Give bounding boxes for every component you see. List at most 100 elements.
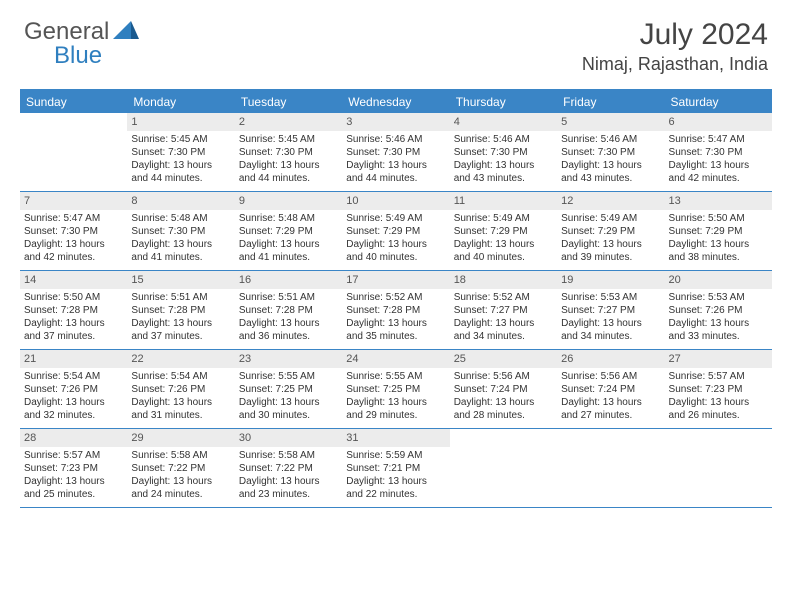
week-row: 28Sunrise: 5:57 AMSunset: 7:23 PMDayligh… xyxy=(20,429,772,508)
daylight-line: Daylight: 13 hours and 29 minutes. xyxy=(346,396,445,422)
day-body: Sunrise: 5:46 AMSunset: 7:30 PMDaylight:… xyxy=(557,131,664,189)
weekday-header: Monday xyxy=(127,91,234,113)
day-number: 8 xyxy=(127,192,234,210)
sunrise-line: Sunrise: 5:51 AM xyxy=(239,291,338,304)
logo-text-blue: Blue xyxy=(54,42,102,69)
sunset-line: Sunset: 7:28 PM xyxy=(346,304,445,317)
day-body: Sunrise: 5:50 AMSunset: 7:29 PMDaylight:… xyxy=(665,210,772,268)
sunset-line: Sunset: 7:28 PM xyxy=(131,304,230,317)
sunset-line: Sunset: 7:30 PM xyxy=(561,146,660,159)
sunrise-line: Sunrise: 5:50 AM xyxy=(669,212,768,225)
sunrise-line: Sunrise: 5:56 AM xyxy=(454,370,553,383)
day-body: Sunrise: 5:45 AMSunset: 7:30 PMDaylight:… xyxy=(127,131,234,189)
sunrise-line: Sunrise: 5:48 AM xyxy=(131,212,230,225)
weekday-header: Tuesday xyxy=(235,91,342,113)
day-body: Sunrise: 5:53 AMSunset: 7:26 PMDaylight:… xyxy=(665,289,772,347)
day-cell: 31Sunrise: 5:59 AMSunset: 7:21 PMDayligh… xyxy=(342,429,449,507)
day-number: 13 xyxy=(665,192,772,210)
week-row: 14Sunrise: 5:50 AMSunset: 7:28 PMDayligh… xyxy=(20,271,772,350)
sunset-line: Sunset: 7:23 PM xyxy=(24,462,123,475)
sunset-line: Sunset: 7:30 PM xyxy=(346,146,445,159)
sunrise-line: Sunrise: 5:53 AM xyxy=(561,291,660,304)
logo: General Blue xyxy=(24,18,141,46)
day-body: Sunrise: 5:54 AMSunset: 7:26 PMDaylight:… xyxy=(127,368,234,426)
day-body: Sunrise: 5:45 AMSunset: 7:30 PMDaylight:… xyxy=(235,131,342,189)
sunset-line: Sunset: 7:25 PM xyxy=(346,383,445,396)
day-cell: 23Sunrise: 5:55 AMSunset: 7:25 PMDayligh… xyxy=(235,350,342,428)
day-cell: 7Sunrise: 5:47 AMSunset: 7:30 PMDaylight… xyxy=(20,192,127,270)
day-number: 16 xyxy=(235,271,342,289)
day-number: 21 xyxy=(20,350,127,368)
daylight-line: Daylight: 13 hours and 26 minutes. xyxy=(669,396,768,422)
day-cell: 27Sunrise: 5:57 AMSunset: 7:23 PMDayligh… xyxy=(665,350,772,428)
daylight-line: Daylight: 13 hours and 28 minutes. xyxy=(454,396,553,422)
daylight-line: Daylight: 13 hours and 24 minutes. xyxy=(131,475,230,501)
day-cell: 18Sunrise: 5:52 AMSunset: 7:27 PMDayligh… xyxy=(450,271,557,349)
sunset-line: Sunset: 7:24 PM xyxy=(561,383,660,396)
weekday-row: SundayMondayTuesdayWednesdayThursdayFrid… xyxy=(20,91,772,113)
sunrise-line: Sunrise: 5:49 AM xyxy=(346,212,445,225)
day-number: 2 xyxy=(235,113,342,131)
day-cell: 10Sunrise: 5:49 AMSunset: 7:29 PMDayligh… xyxy=(342,192,449,270)
day-cell: 4Sunrise: 5:46 AMSunset: 7:30 PMDaylight… xyxy=(450,113,557,191)
sunset-line: Sunset: 7:26 PM xyxy=(131,383,230,396)
day-cell: 21Sunrise: 5:54 AMSunset: 7:26 PMDayligh… xyxy=(20,350,127,428)
sunrise-line: Sunrise: 5:46 AM xyxy=(346,133,445,146)
day-number: 4 xyxy=(450,113,557,131)
day-number: 19 xyxy=(557,271,664,289)
weekday-header: Saturday xyxy=(665,91,772,113)
daylight-line: Daylight: 13 hours and 34 minutes. xyxy=(454,317,553,343)
day-number: 11 xyxy=(450,192,557,210)
day-body: Sunrise: 5:49 AMSunset: 7:29 PMDaylight:… xyxy=(557,210,664,268)
month-title: July 2024 xyxy=(582,18,768,52)
daylight-line: Daylight: 13 hours and 22 minutes. xyxy=(346,475,445,501)
sunset-line: Sunset: 7:27 PM xyxy=(561,304,660,317)
day-cell: 8Sunrise: 5:48 AMSunset: 7:30 PMDaylight… xyxy=(127,192,234,270)
day-number: 5 xyxy=(557,113,664,131)
daylight-line: Daylight: 13 hours and 37 minutes. xyxy=(131,317,230,343)
daylight-line: Daylight: 13 hours and 44 minutes. xyxy=(346,159,445,185)
day-body: Sunrise: 5:51 AMSunset: 7:28 PMDaylight:… xyxy=(235,289,342,347)
weeks-container: 1Sunrise: 5:45 AMSunset: 7:30 PMDaylight… xyxy=(20,113,772,508)
day-body: Sunrise: 5:51 AMSunset: 7:28 PMDaylight:… xyxy=(127,289,234,347)
weekday-header: Thursday xyxy=(450,91,557,113)
title-block: July 2024 Nimaj, Rajasthan, India xyxy=(582,18,768,75)
day-cell: 16Sunrise: 5:51 AMSunset: 7:28 PMDayligh… xyxy=(235,271,342,349)
sunrise-line: Sunrise: 5:54 AM xyxy=(131,370,230,383)
daylight-line: Daylight: 13 hours and 42 minutes. xyxy=(669,159,768,185)
day-number: 29 xyxy=(127,429,234,447)
day-body: Sunrise: 5:55 AMSunset: 7:25 PMDaylight:… xyxy=(235,368,342,426)
sunrise-line: Sunrise: 5:50 AM xyxy=(24,291,123,304)
calendar: SundayMondayTuesdayWednesdayThursdayFrid… xyxy=(20,89,772,508)
day-body: Sunrise: 5:47 AMSunset: 7:30 PMDaylight:… xyxy=(665,131,772,189)
day-cell: 19Sunrise: 5:53 AMSunset: 7:27 PMDayligh… xyxy=(557,271,664,349)
day-cell: 13Sunrise: 5:50 AMSunset: 7:29 PMDayligh… xyxy=(665,192,772,270)
day-number: 6 xyxy=(665,113,772,131)
sunset-line: Sunset: 7:30 PM xyxy=(669,146,768,159)
weekday-header: Friday xyxy=(557,91,664,113)
sunset-line: Sunset: 7:28 PM xyxy=(239,304,338,317)
sunset-line: Sunset: 7:29 PM xyxy=(669,225,768,238)
sunrise-line: Sunrise: 5:47 AM xyxy=(669,133,768,146)
sunrise-line: Sunrise: 5:57 AM xyxy=(24,449,123,462)
day-number: 9 xyxy=(235,192,342,210)
sunrise-line: Sunrise: 5:55 AM xyxy=(239,370,338,383)
day-body: Sunrise: 5:48 AMSunset: 7:29 PMDaylight:… xyxy=(235,210,342,268)
day-cell: 2Sunrise: 5:45 AMSunset: 7:30 PMDaylight… xyxy=(235,113,342,191)
day-body: Sunrise: 5:56 AMSunset: 7:24 PMDaylight:… xyxy=(450,368,557,426)
day-body: Sunrise: 5:50 AMSunset: 7:28 PMDaylight:… xyxy=(20,289,127,347)
week-row: 1Sunrise: 5:45 AMSunset: 7:30 PMDaylight… xyxy=(20,113,772,192)
day-body: Sunrise: 5:46 AMSunset: 7:30 PMDaylight:… xyxy=(342,131,449,189)
day-body: Sunrise: 5:52 AMSunset: 7:27 PMDaylight:… xyxy=(450,289,557,347)
weekday-header: Sunday xyxy=(20,91,127,113)
empty-day-cell xyxy=(665,429,772,507)
sunrise-line: Sunrise: 5:51 AM xyxy=(131,291,230,304)
day-cell: 1Sunrise: 5:45 AMSunset: 7:30 PMDaylight… xyxy=(127,113,234,191)
daylight-line: Daylight: 13 hours and 44 minutes. xyxy=(131,159,230,185)
sunset-line: Sunset: 7:30 PM xyxy=(239,146,338,159)
empty-day-cell xyxy=(450,429,557,507)
day-number: 23 xyxy=(235,350,342,368)
sunset-line: Sunset: 7:30 PM xyxy=(24,225,123,238)
daylight-line: Daylight: 13 hours and 33 minutes. xyxy=(669,317,768,343)
day-cell: 6Sunrise: 5:47 AMSunset: 7:30 PMDaylight… xyxy=(665,113,772,191)
